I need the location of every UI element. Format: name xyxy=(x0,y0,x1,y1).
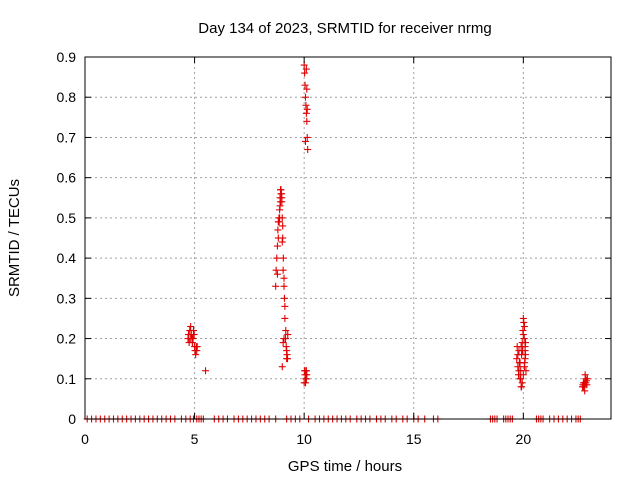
data-point xyxy=(520,335,528,343)
data-point xyxy=(284,355,292,363)
data-point xyxy=(202,367,210,375)
data-point xyxy=(279,339,287,347)
data-point xyxy=(580,379,588,387)
x-tick-label: 10 xyxy=(296,431,312,447)
data-point xyxy=(272,282,280,290)
data-point xyxy=(280,294,288,302)
data-point xyxy=(273,242,281,250)
data-point xyxy=(274,234,282,242)
data-point xyxy=(303,117,311,125)
data-point xyxy=(521,359,529,367)
x-axis-label: GPS time / hours xyxy=(288,458,402,475)
data-point xyxy=(279,254,287,262)
y-tick-label: 0.3 xyxy=(57,290,77,306)
data-point xyxy=(522,351,530,359)
plot-frame xyxy=(84,56,612,420)
data-point xyxy=(520,318,528,326)
data-point xyxy=(190,331,198,339)
data-point xyxy=(273,270,281,278)
data-point xyxy=(276,198,284,206)
data-point xyxy=(515,367,523,375)
data-point xyxy=(189,335,197,343)
data-point xyxy=(279,266,287,274)
data-point xyxy=(192,351,200,359)
data-point xyxy=(514,351,522,359)
data-point xyxy=(513,355,521,363)
data-point xyxy=(581,387,589,395)
data-point xyxy=(280,274,288,282)
data-point xyxy=(302,375,310,383)
data-point xyxy=(581,371,589,379)
y-tick-label: 0 xyxy=(68,411,76,427)
data-point xyxy=(303,85,311,93)
data-point xyxy=(274,226,282,234)
data-point xyxy=(519,331,527,339)
data-point xyxy=(282,327,290,335)
data-point xyxy=(514,363,522,371)
data-point xyxy=(518,347,526,355)
data-point xyxy=(278,363,286,371)
x-tick-label: 15 xyxy=(406,431,422,447)
chart-title: Day 134 of 2023, SRMTID for receiver nrm… xyxy=(198,20,491,37)
data-point xyxy=(518,383,526,391)
data-point xyxy=(518,379,526,387)
data-point xyxy=(280,282,288,290)
x-tick-label: 20 xyxy=(516,431,532,447)
data-point xyxy=(272,266,280,274)
data-point xyxy=(277,190,285,198)
y-tick-labels: 0 0.1 0.2 0.3 0.4 0.5 0.6 0.7 0.8 0.9 xyxy=(57,49,77,427)
data-point xyxy=(522,367,530,375)
y-tick-label: 0.1 xyxy=(57,371,77,387)
data-point xyxy=(275,218,283,226)
y-tick-label: 0.9 xyxy=(57,49,77,65)
data-point xyxy=(188,339,196,347)
data-point xyxy=(301,81,309,89)
data-point xyxy=(193,343,201,351)
y-tick-label: 0.2 xyxy=(57,331,77,347)
grid-lines xyxy=(85,57,611,419)
y-tick-label: 0.8 xyxy=(57,89,77,105)
data-point xyxy=(301,137,309,145)
y-tick-label: 0.5 xyxy=(57,210,77,226)
data-point xyxy=(189,327,197,335)
data-point xyxy=(273,254,281,262)
data-point xyxy=(521,343,529,351)
data-point xyxy=(302,109,310,117)
x-tick-labels: 0 5 10 15 20 xyxy=(81,431,531,447)
data-point xyxy=(582,375,590,383)
data-point xyxy=(304,146,312,154)
data-point xyxy=(303,133,311,141)
x-tick-label: 0 xyxy=(81,431,89,447)
data-point xyxy=(303,105,311,113)
data-point xyxy=(187,322,195,330)
data-point xyxy=(519,371,527,379)
data-point xyxy=(301,69,309,77)
data-point xyxy=(281,302,289,310)
y-tick-label: 0.4 xyxy=(57,250,77,266)
y-axis-label: SRMTID / TECUs xyxy=(6,179,23,297)
data-point xyxy=(281,314,289,322)
data-point xyxy=(302,101,310,109)
data-point xyxy=(303,371,311,379)
data-points xyxy=(83,61,591,423)
y-tick-label: 0.7 xyxy=(57,129,77,145)
data-point xyxy=(283,347,291,355)
data-point xyxy=(279,222,287,230)
data-point xyxy=(302,65,310,73)
axis-ticks xyxy=(84,56,611,420)
data-point xyxy=(280,335,288,343)
data-point xyxy=(517,375,525,383)
data-point xyxy=(278,238,286,246)
y-tick-label: 0.6 xyxy=(57,170,77,186)
data-point xyxy=(301,93,309,101)
data-point xyxy=(276,214,284,222)
x-tick-label: 5 xyxy=(191,431,199,447)
data-point xyxy=(284,331,292,339)
data-point xyxy=(520,322,528,330)
